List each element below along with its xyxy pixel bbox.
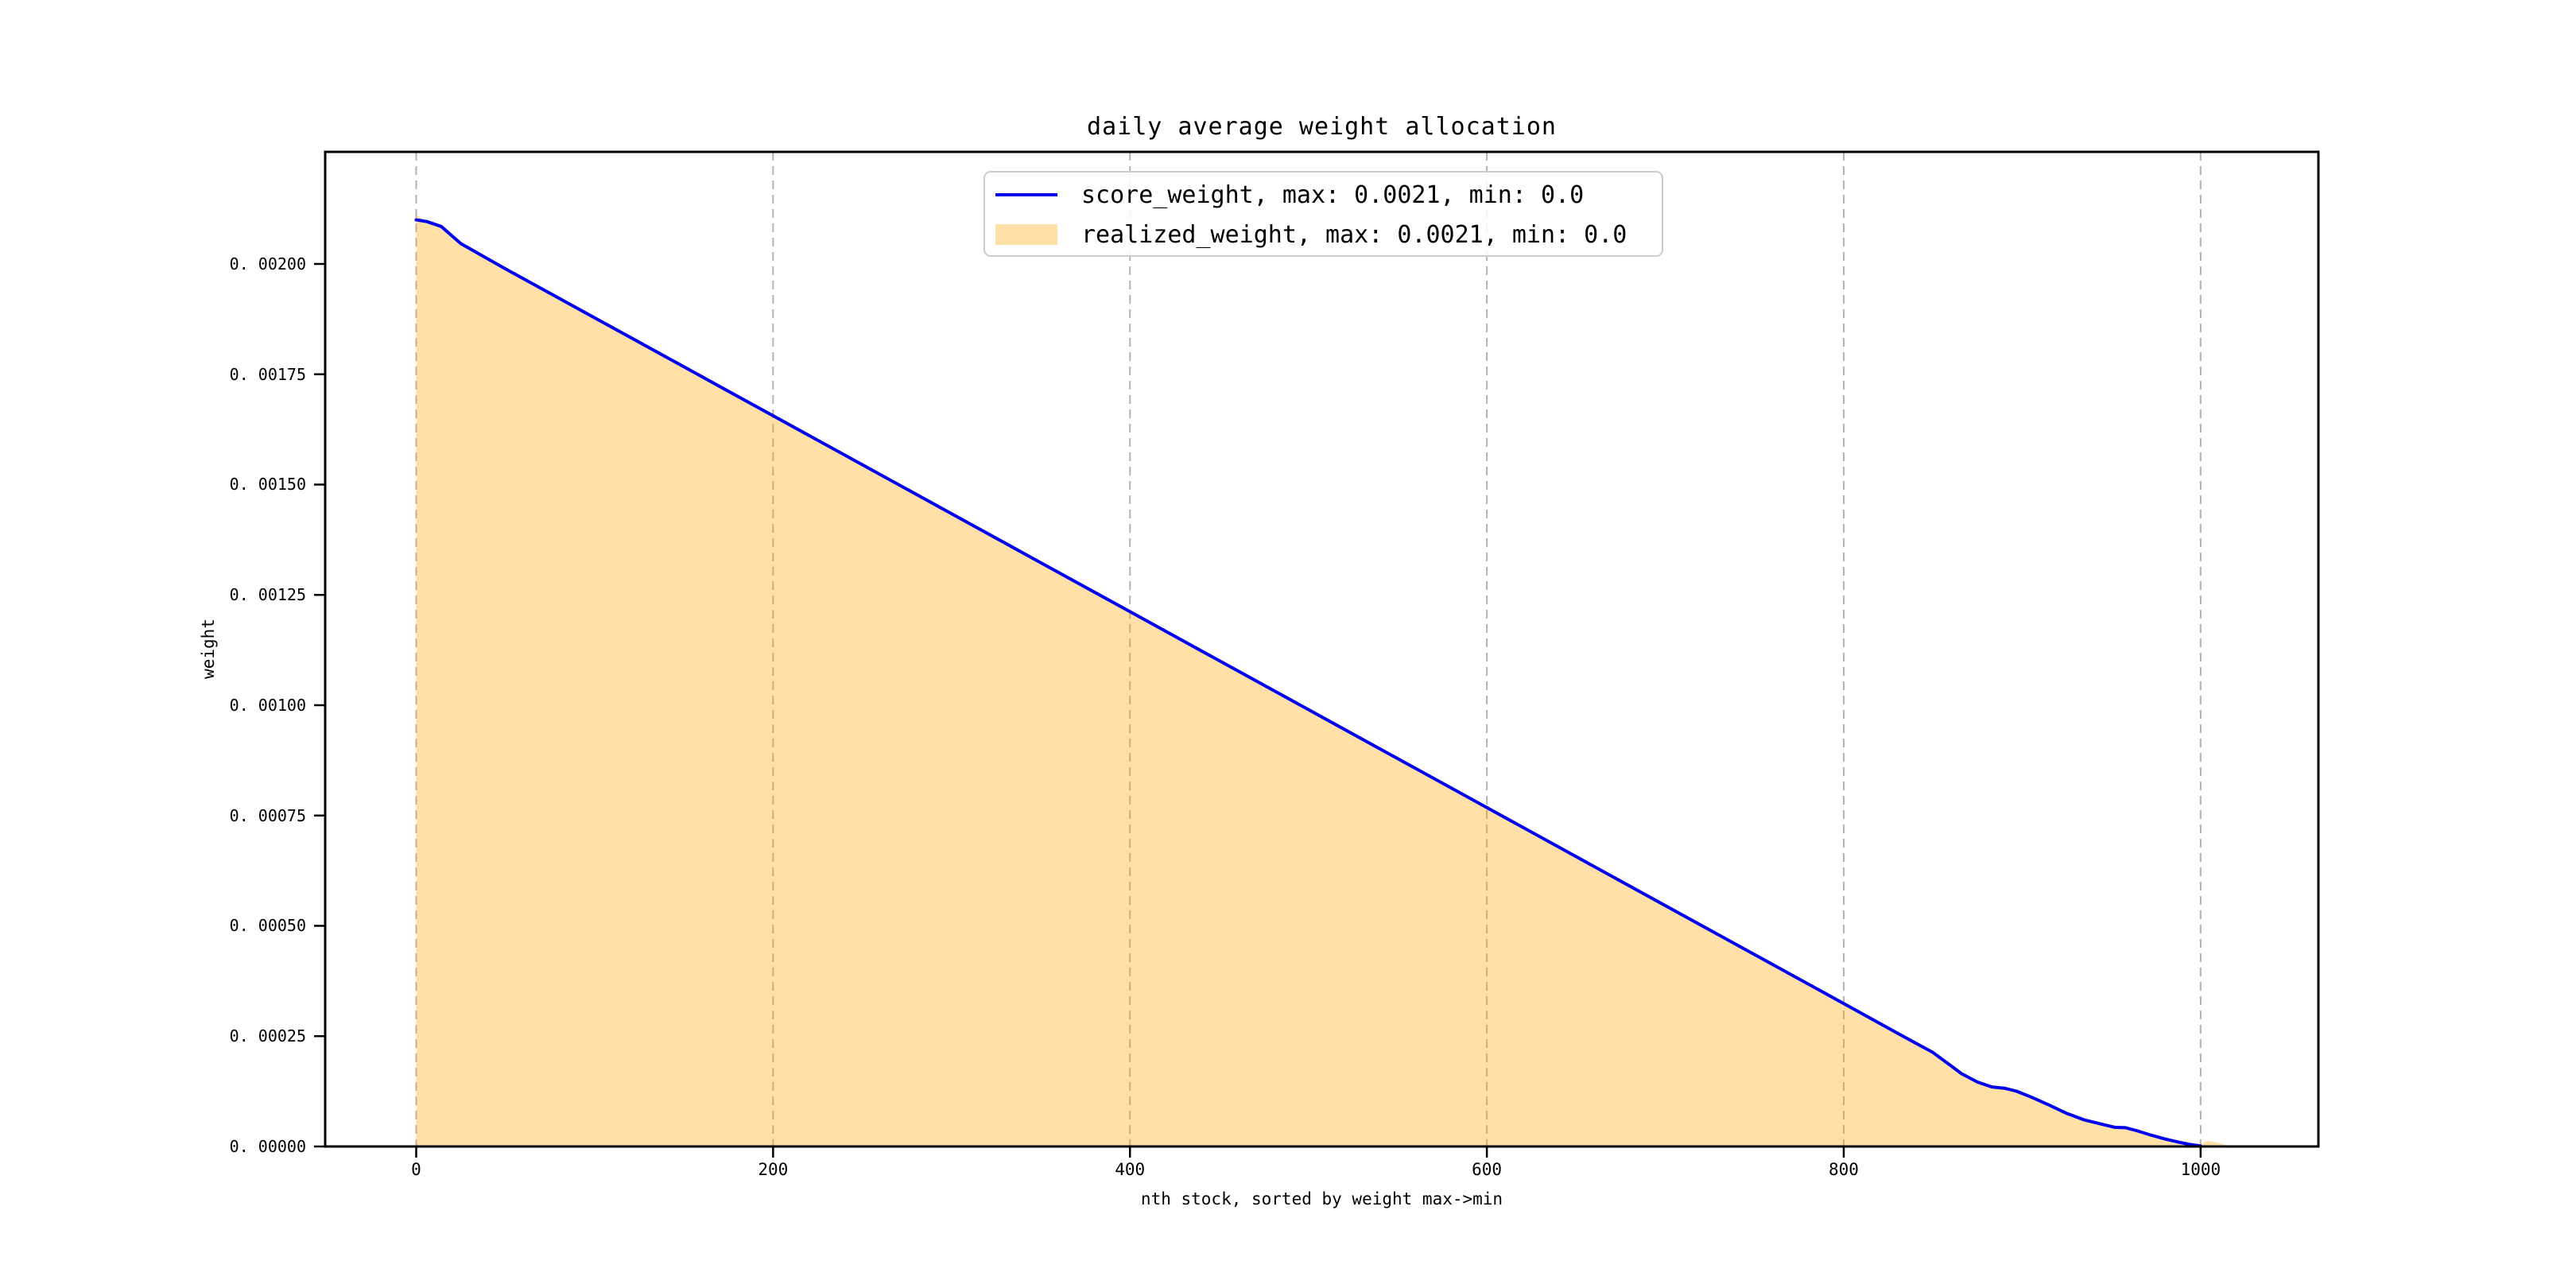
score-weight-line: [414, 218, 2202, 1148]
legend: score_weight, max: 0.0021, min: 0.0 real…: [983, 171, 1663, 257]
x-tick-label: 600: [1472, 1160, 1503, 1179]
plot-frame: [324, 150, 2320, 1148]
chart-title: daily average weight allocation: [1087, 113, 1557, 141]
y-tick-label: 0. 00150: [229, 475, 306, 495]
legend-label-score-weight: score_weight, max: 0.0021, min: 0.0: [1081, 180, 1585, 209]
x-tick-label: 800: [1829, 1160, 1859, 1179]
realized-weight-patch-icon: [995, 224, 1057, 245]
line-swatch-cell: [995, 193, 1057, 196]
x-tick-label: 0: [411, 1160, 421, 1179]
x-tick-label: 400: [1115, 1160, 1146, 1179]
y-tick-label: 0. 00050: [229, 916, 306, 936]
x-axis-label: nth stock, sorted by weight max->min: [1140, 1189, 1503, 1208]
y-tick-label: 0. 00000: [229, 1137, 306, 1156]
y-tick-label: 0. 00075: [229, 805, 306, 825]
x-tick-label: 1000: [2180, 1160, 2221, 1179]
legend-entry-score-weight: score_weight, max: 0.0021, min: 0.0: [985, 175, 1662, 215]
patch-swatch-cell: [995, 224, 1057, 245]
y-tick-label: 0. 00175: [229, 364, 306, 384]
y-tick-label: 0. 00200: [229, 254, 306, 274]
legend-label-realized-weight: realized_weight, max: 0.0021, min: 0.0: [1081, 220, 1627, 249]
legend-entry-realized-weight: realized_weight, max: 0.0021, min: 0.0: [985, 215, 1662, 254]
x-tick-label: 200: [758, 1160, 789, 1179]
y-tick-label: 0. 00125: [229, 585, 306, 605]
realized-weight-area: [416, 214, 2233, 1146]
y-tick-label: 0. 00100: [229, 695, 306, 715]
y-axis-label: weight: [199, 619, 218, 679]
y-tick-label: 0. 00025: [229, 1026, 306, 1046]
score-weight-line-icon: [995, 193, 1057, 196]
